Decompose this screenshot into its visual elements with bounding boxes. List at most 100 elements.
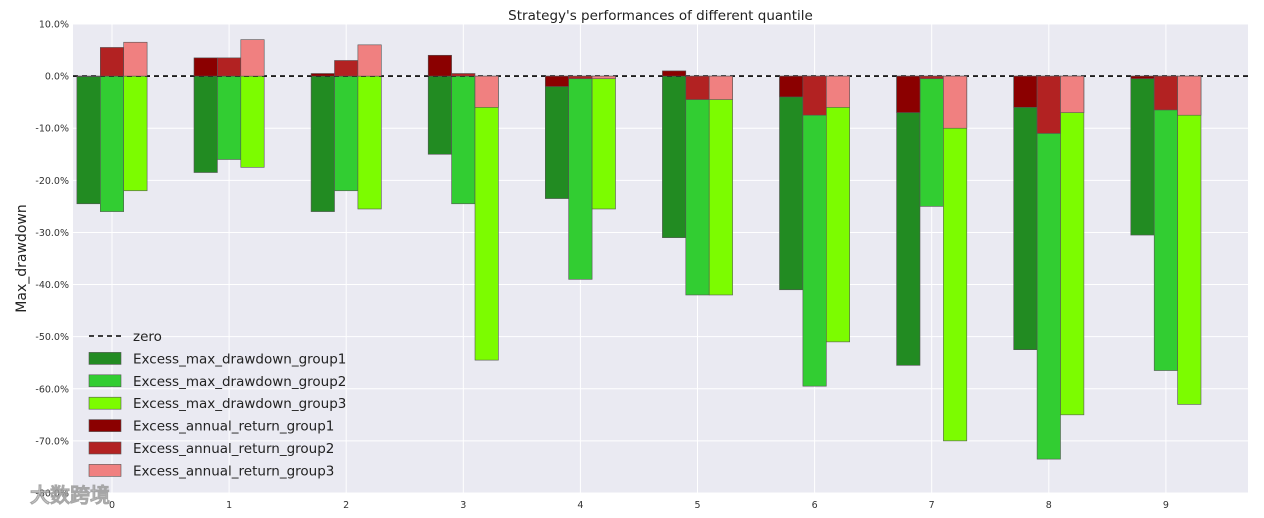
legend: zero Excess_max_drawdown_group1 Excess_max… xyxy=(88,329,346,479)
bar-excess-max-drawdown-group2 xyxy=(1153,75,1178,371)
bar-excess-max-drawdown-group2 xyxy=(802,75,827,387)
bar-excess-annual-return-group1 xyxy=(310,73,335,77)
bar-excess-max-drawdown-group2 xyxy=(100,75,125,212)
x-tick-label: 3 xyxy=(460,500,466,511)
legend-label: Excess_annual_return_group1 xyxy=(133,419,334,435)
y-tick-label: 0.0% xyxy=(45,72,69,83)
bar-excess-annual-return-group3 xyxy=(474,75,499,108)
x-tick-label: 0 xyxy=(109,500,115,511)
y-tick-label: -50.0% xyxy=(35,332,69,343)
bar-excess-max-drawdown-group3 xyxy=(825,75,850,343)
chart-title: Strategy's performances of different qua… xyxy=(508,8,813,24)
legend-swatch xyxy=(88,352,122,365)
bar-excess-max-drawdown-group1 xyxy=(544,75,569,199)
y-tick-label: -40.0% xyxy=(35,280,69,291)
legend-label: Excess_annual_return_group3 xyxy=(133,463,334,479)
x-tick-label: 5 xyxy=(694,500,700,511)
x-tick-label: 9 xyxy=(1163,500,1169,511)
x-tick-label: 4 xyxy=(577,500,583,511)
x-axis-ticks: 0 1 2 3 4 5 6 7 8 9 xyxy=(109,500,1169,511)
bar-excess-max-drawdown-group3 xyxy=(708,75,733,296)
bar-excess-annual-return-group3 xyxy=(1177,75,1202,116)
bar-excess-annual-return-group2 xyxy=(100,47,125,77)
bar-excess-max-drawdown-group3 xyxy=(943,75,968,442)
y-tick-label: -20.0% xyxy=(35,176,69,187)
watermark: 大数跨境 xyxy=(30,483,110,507)
bar-excess-annual-return-group2 xyxy=(1036,75,1061,134)
bar-excess-annual-return-group3 xyxy=(708,75,733,100)
bar-excess-max-drawdown-group1 xyxy=(1013,75,1038,350)
bar-excess-max-drawdown-group3 xyxy=(474,75,499,361)
bar-excess-max-drawdown-group3 xyxy=(1060,75,1085,416)
bar-excess-annual-return-group3 xyxy=(357,44,382,77)
bar-excess-annual-return-group1 xyxy=(1130,75,1155,80)
bar-excess-max-drawdown-group3 xyxy=(591,75,616,210)
y-tick-label: -60.0% xyxy=(35,384,69,395)
legend-swatch xyxy=(88,464,122,477)
y-tick-label: -10.0% xyxy=(35,124,69,135)
bar-excess-max-drawdown-group1 xyxy=(310,75,335,212)
bar-excess-annual-return-group1 xyxy=(779,75,804,98)
bar-excess-max-drawdown-group2 xyxy=(685,75,710,296)
bar-excess-max-drawdown-group3 xyxy=(123,75,148,192)
bar-excess-annual-return-group2 xyxy=(802,75,827,116)
bar-excess-max-drawdown-group3 xyxy=(240,75,265,168)
bar-excess-annual-return-group3 xyxy=(591,75,616,80)
bar-excess-annual-return-group1 xyxy=(76,75,101,77)
bar-excess-max-drawdown-group1 xyxy=(193,75,218,173)
bar-excess-annual-return-group3 xyxy=(825,75,850,108)
legend-label: zero xyxy=(133,329,162,345)
bar-excess-annual-return-group3 xyxy=(1060,75,1085,113)
bar-excess-max-drawdown-group2 xyxy=(919,75,944,207)
legend-label: Excess_annual_return_group2 xyxy=(133,441,334,457)
bar-excess-max-drawdown-group2 xyxy=(451,75,476,205)
bar-excess-max-drawdown-group1 xyxy=(1130,75,1155,236)
bar-excess-annual-return-group2 xyxy=(1153,75,1178,111)
y-tick-label: -70.0% xyxy=(35,436,69,447)
legend-swatch xyxy=(88,396,122,410)
x-tick-label: 1 xyxy=(226,500,232,511)
x-tick-label: 7 xyxy=(929,500,935,511)
bar-excess-max-drawdown-group3 xyxy=(357,75,382,210)
bar-excess-annual-return-group2 xyxy=(451,73,476,77)
bar-excess-annual-return-group3 xyxy=(123,41,148,77)
y-tick-label: -80.0% xyxy=(35,489,69,500)
bar-excess-max-drawdown-group1 xyxy=(76,75,101,205)
legend-label: Excess_max_drawdown_group1 xyxy=(133,351,346,367)
bar-excess-annual-return-group3 xyxy=(943,75,968,129)
bar-excess-max-drawdown-group1 xyxy=(779,75,804,291)
y-axis-label: Max_drawdown xyxy=(14,204,30,312)
bar-excess-annual-return-group2 xyxy=(568,75,593,80)
bar-excess-max-drawdown-group1 xyxy=(427,75,452,155)
legend-label: Excess_max_drawdown_group2 xyxy=(133,374,346,390)
legend-swatch xyxy=(88,441,122,455)
bar-excess-annual-return-group3 xyxy=(240,39,265,77)
bar-excess-max-drawdown-group1 xyxy=(896,75,921,366)
y-tick-label: -30.0% xyxy=(35,228,69,239)
bar-excess-annual-return-group1 xyxy=(193,57,218,77)
bar-excess-annual-return-group2 xyxy=(217,57,242,77)
x-tick-label: 8 xyxy=(1046,500,1052,511)
bar-excess-annual-return-group1 xyxy=(427,54,452,77)
y-axis-ticks: 10.0% 0.0% -10.0% -20.0% -30.0% -40.0% -50.0% -… xyxy=(35,20,69,500)
bar-excess-annual-return-group1 xyxy=(662,70,687,77)
drawdown-bars xyxy=(76,75,1202,460)
bar-excess-annual-return-group1 xyxy=(896,75,921,113)
bar-excess-annual-return-group1 xyxy=(1013,75,1038,108)
bar-excess-max-drawdown-group3 xyxy=(1177,75,1202,405)
bar-excess-annual-return-group1 xyxy=(544,75,569,87)
annual-return-bars xyxy=(76,39,1202,134)
bar-excess-annual-return-group2 xyxy=(919,75,944,80)
x-tick-label: 2 xyxy=(343,500,349,511)
y-tick-label: 10.0% xyxy=(39,20,69,31)
bar-excess-max-drawdown-group2 xyxy=(217,75,242,160)
legend-swatch xyxy=(88,374,122,388)
bar-excess-max-drawdown-group2 xyxy=(334,75,359,192)
x-tick-label: 6 xyxy=(812,500,818,511)
bar-excess-annual-return-group2 xyxy=(334,60,359,77)
bar-excess-max-drawdown-group2 xyxy=(568,75,593,280)
bar-excess-max-drawdown-group1 xyxy=(662,75,687,238)
legend-label: Excess_max_drawdown_group3 xyxy=(133,396,346,412)
legend-swatch xyxy=(88,419,122,432)
